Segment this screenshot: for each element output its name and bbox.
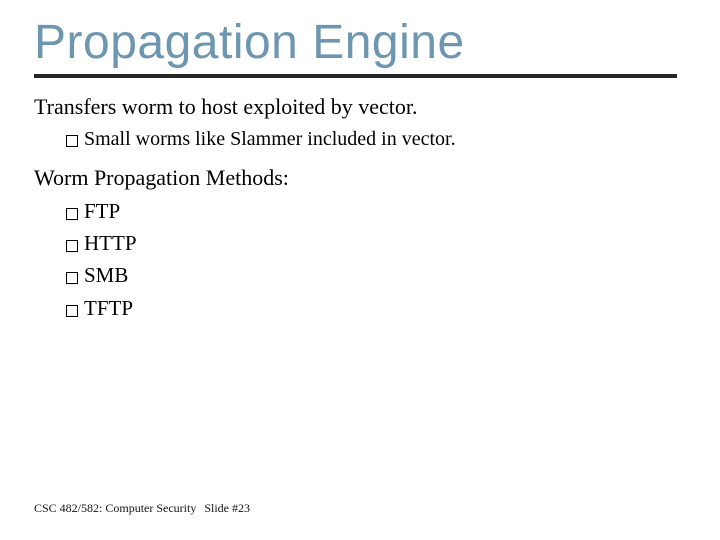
- list-item: HTTP: [34, 229, 686, 257]
- square-bullet-icon: [66, 305, 78, 317]
- slide-body: Transfers worm to host exploited by vect…: [34, 92, 686, 322]
- methods-list: FTP HTTP SMB TFTP: [34, 197, 686, 322]
- square-bullet-icon: [66, 272, 78, 284]
- method-label: FTP: [84, 197, 120, 225]
- body-line-1: Transfers worm to host exploited by vect…: [34, 92, 686, 122]
- square-bullet-icon: [66, 240, 78, 252]
- slide: Propagation Engine Transfers worm to hos…: [0, 0, 720, 540]
- list-item: FTP: [34, 197, 686, 225]
- title-underline: [34, 74, 677, 78]
- body-sub-1-text: Small worms like Slammer included in vec…: [84, 126, 456, 153]
- footer-slide-number: Slide #23: [204, 501, 250, 515]
- body-sub-1: Small worms like Slammer included in vec…: [34, 126, 686, 153]
- footer-course: CSC 482/582: Computer Security: [34, 501, 196, 515]
- method-label: HTTP: [84, 229, 137, 257]
- method-label: SMB: [84, 261, 128, 289]
- list-item: TFTP: [34, 294, 686, 322]
- list-item: SMB: [34, 261, 686, 289]
- slide-title: Propagation Engine: [34, 18, 686, 68]
- square-bullet-icon: [66, 208, 78, 220]
- method-label: TFTP: [84, 294, 133, 322]
- slide-footer: CSC 482/582: Computer Security Slide #23: [34, 501, 250, 516]
- square-bullet-icon: [66, 135, 78, 147]
- body-line-2: Worm Propagation Methods:: [34, 163, 686, 193]
